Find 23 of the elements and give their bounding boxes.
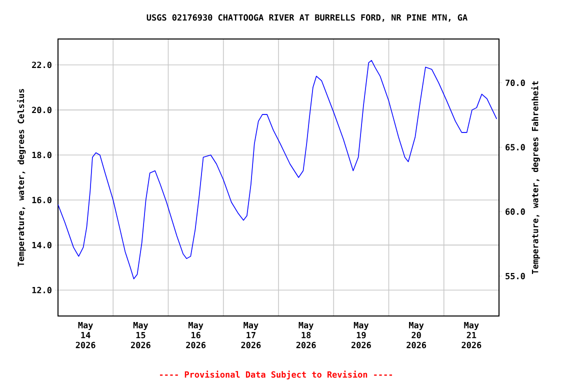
chart-title: USGS 02176930 CHATTOOGA RIVER AT BURRELLS FORD, NR PINE MTN, GA [146,14,468,22]
text: ---- Provisional Data Subject to Revision ---- [160,370,392,380]
y2-tick-label: 60.0 [506,208,525,215]
x-tick-label: May 14 2026 [76,322,96,348]
x-tick-label: May 17 2026 [241,322,261,348]
y-tick-label: 14.0 [32,242,52,248]
y-tick-label: 20.0 [32,106,52,114]
x-tick-label: May 20 2026 [406,322,426,348]
x-tick-label: May 21 2026 [462,322,482,348]
y2-axis-title: Temperature, water, degrees Fahrenheit [531,81,540,274]
y2-tick-label: 70.0 [506,80,525,86]
x-tick-label: May 19 2026 [351,322,371,348]
y-axis-title: Temperature, water, degrees Celsius [17,88,26,266]
x-tick-label: May 18 2026 [296,322,316,348]
x-tick-label: May 16 2026 [186,322,206,348]
y-tick-label: 18.0 [32,152,52,158]
line-series [58,60,498,280]
y-tick-label: 16.0 [32,196,52,204]
y-tick-label: 12.0 [32,286,52,294]
y2-tick-label: 55.0 [506,272,525,280]
y2-tick-label: 65.0 [506,144,525,150]
y-tick-label: 22.0 [32,62,52,68]
x-tick-label: May 15 2026 [130,322,150,348]
